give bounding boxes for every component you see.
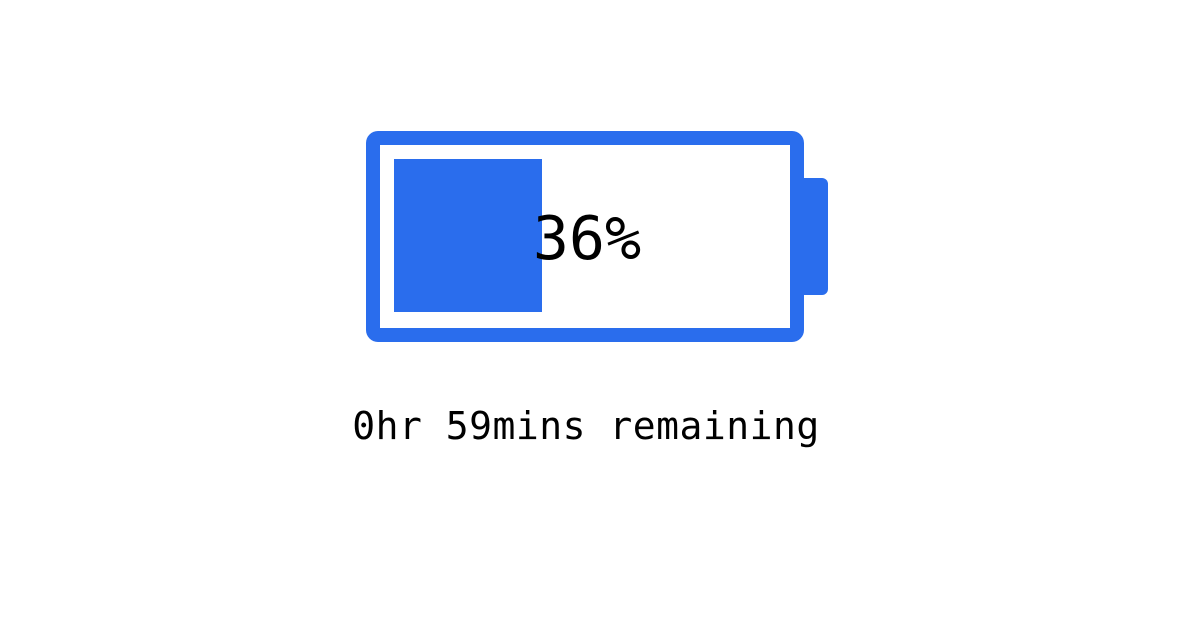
battery-terminal: [804, 178, 828, 295]
battery-icon: [366, 131, 804, 342]
time-remaining-label: 0hr 59mins remaining: [352, 404, 820, 448]
battery-level-fill: [394, 159, 542, 312]
